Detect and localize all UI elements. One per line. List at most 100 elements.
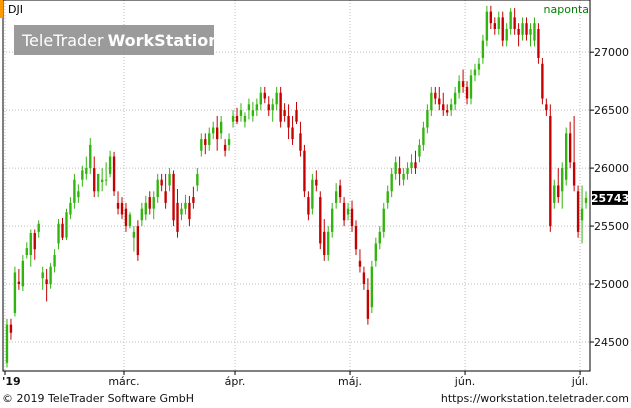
- candle-body: [327, 231, 330, 256]
- candle-body: [509, 11, 512, 29]
- candle: [386, 185, 389, 209]
- candle-body: [378, 231, 381, 244]
- candle: [29, 229, 32, 267]
- candle-body: [263, 92, 266, 99]
- last-value-badge: [592, 190, 628, 205]
- candle: [549, 104, 552, 232]
- candle: [568, 121, 572, 169]
- x-tick-label: ápr.: [225, 375, 246, 388]
- y-tick-label: 25000: [594, 278, 629, 291]
- candle: [477, 57, 481, 76]
- x-tick-label: jún.: [454, 375, 476, 388]
- candle-body: [33, 233, 36, 250]
- footer: © 2019 TeleTrader Software GmbH https://…: [0, 390, 631, 408]
- x-tick-label: júl.: [571, 375, 589, 388]
- candle: [33, 229, 36, 260]
- candle: [200, 133, 203, 157]
- candle-body: [346, 208, 350, 215]
- candle: [247, 98, 251, 120]
- candle: [501, 11, 504, 47]
- candle: [346, 202, 350, 221]
- candle-body: [394, 162, 397, 174]
- candle-body: [319, 197, 322, 244]
- candle-body: [156, 179, 159, 198]
- candle-body: [338, 185, 342, 198]
- candle-body: [477, 63, 481, 70]
- candle-body: [108, 156, 112, 174]
- candle: [410, 154, 413, 174]
- candle-body: [410, 162, 413, 169]
- candle: [513, 8, 516, 35]
- y-tick-label: 26000: [594, 162, 629, 175]
- candle: [572, 115, 576, 192]
- candle-body: [231, 115, 235, 122]
- x-tick-label: '19: [2, 375, 21, 388]
- candle-body: [334, 191, 338, 203]
- last-value-marker: 25743: [591, 190, 629, 205]
- candle-body: [358, 260, 362, 267]
- candle-body: [398, 168, 401, 174]
- candle: [49, 263, 52, 289]
- candle: [394, 156, 397, 180]
- candle: [338, 179, 342, 203]
- candle: [93, 156, 96, 198]
- candle-body: [235, 115, 239, 122]
- grid: [3, 0, 590, 371]
- source-url[interactable]: https://workstation.teletrader.com: [440, 392, 629, 405]
- candle: [489, 5, 493, 29]
- candle-body: [497, 17, 500, 29]
- candle: [57, 219, 60, 250]
- candle-body: [422, 127, 425, 145]
- candle-body: [184, 202, 187, 209]
- candle-body: [295, 110, 298, 122]
- candle-body: [196, 173, 199, 186]
- candle-body: [505, 28, 508, 41]
- candle-body: [564, 133, 568, 180]
- candle-body: [406, 168, 409, 174]
- candle-body: [414, 162, 417, 169]
- candle-body: [29, 233, 32, 256]
- candle-body: [481, 40, 485, 58]
- candle: [378, 226, 381, 250]
- candle-body: [13, 272, 17, 314]
- candle-body: [57, 223, 60, 244]
- candle: [9, 318, 13, 340]
- candle-body: [426, 110, 429, 128]
- candle-body: [243, 115, 247, 122]
- candle: [41, 266, 44, 290]
- candle-body: [553, 185, 556, 203]
- candle: [215, 115, 219, 151]
- candle: [541, 57, 544, 105]
- candle-body: [81, 170, 84, 180]
- candle-body: [584, 197, 588, 203]
- candle-body: [267, 104, 270, 111]
- candle: [283, 103, 286, 122]
- candle: [53, 249, 56, 273]
- candle-body: [152, 197, 155, 209]
- copyright-text: © 2019 TeleTrader Software GmbH: [2, 392, 195, 405]
- candle-body: [172, 173, 175, 221]
- candle: [112, 151, 116, 196]
- candle: [362, 266, 366, 290]
- candles: [5, 5, 588, 368]
- candle: [426, 104, 429, 134]
- watermark-box: [14, 25, 214, 55]
- candle-body: [557, 185, 560, 198]
- candle-body: [493, 23, 496, 29]
- candle: [422, 121, 425, 151]
- candle: [227, 133, 231, 151]
- candle: [303, 144, 306, 198]
- candle: [89, 137, 92, 174]
- candle-body: [73, 179, 76, 203]
- candle-body: [89, 144, 92, 169]
- candle-body: [204, 139, 207, 145]
- candle-body: [350, 208, 354, 227]
- candle: [461, 69, 465, 93]
- candle-body: [176, 202, 179, 232]
- candle-body: [9, 324, 13, 333]
- candle-body: [529, 28, 532, 35]
- candle: [525, 17, 528, 41]
- candle-body: [271, 104, 274, 111]
- candle-body: [37, 223, 40, 232]
- candle: [438, 86, 441, 111]
